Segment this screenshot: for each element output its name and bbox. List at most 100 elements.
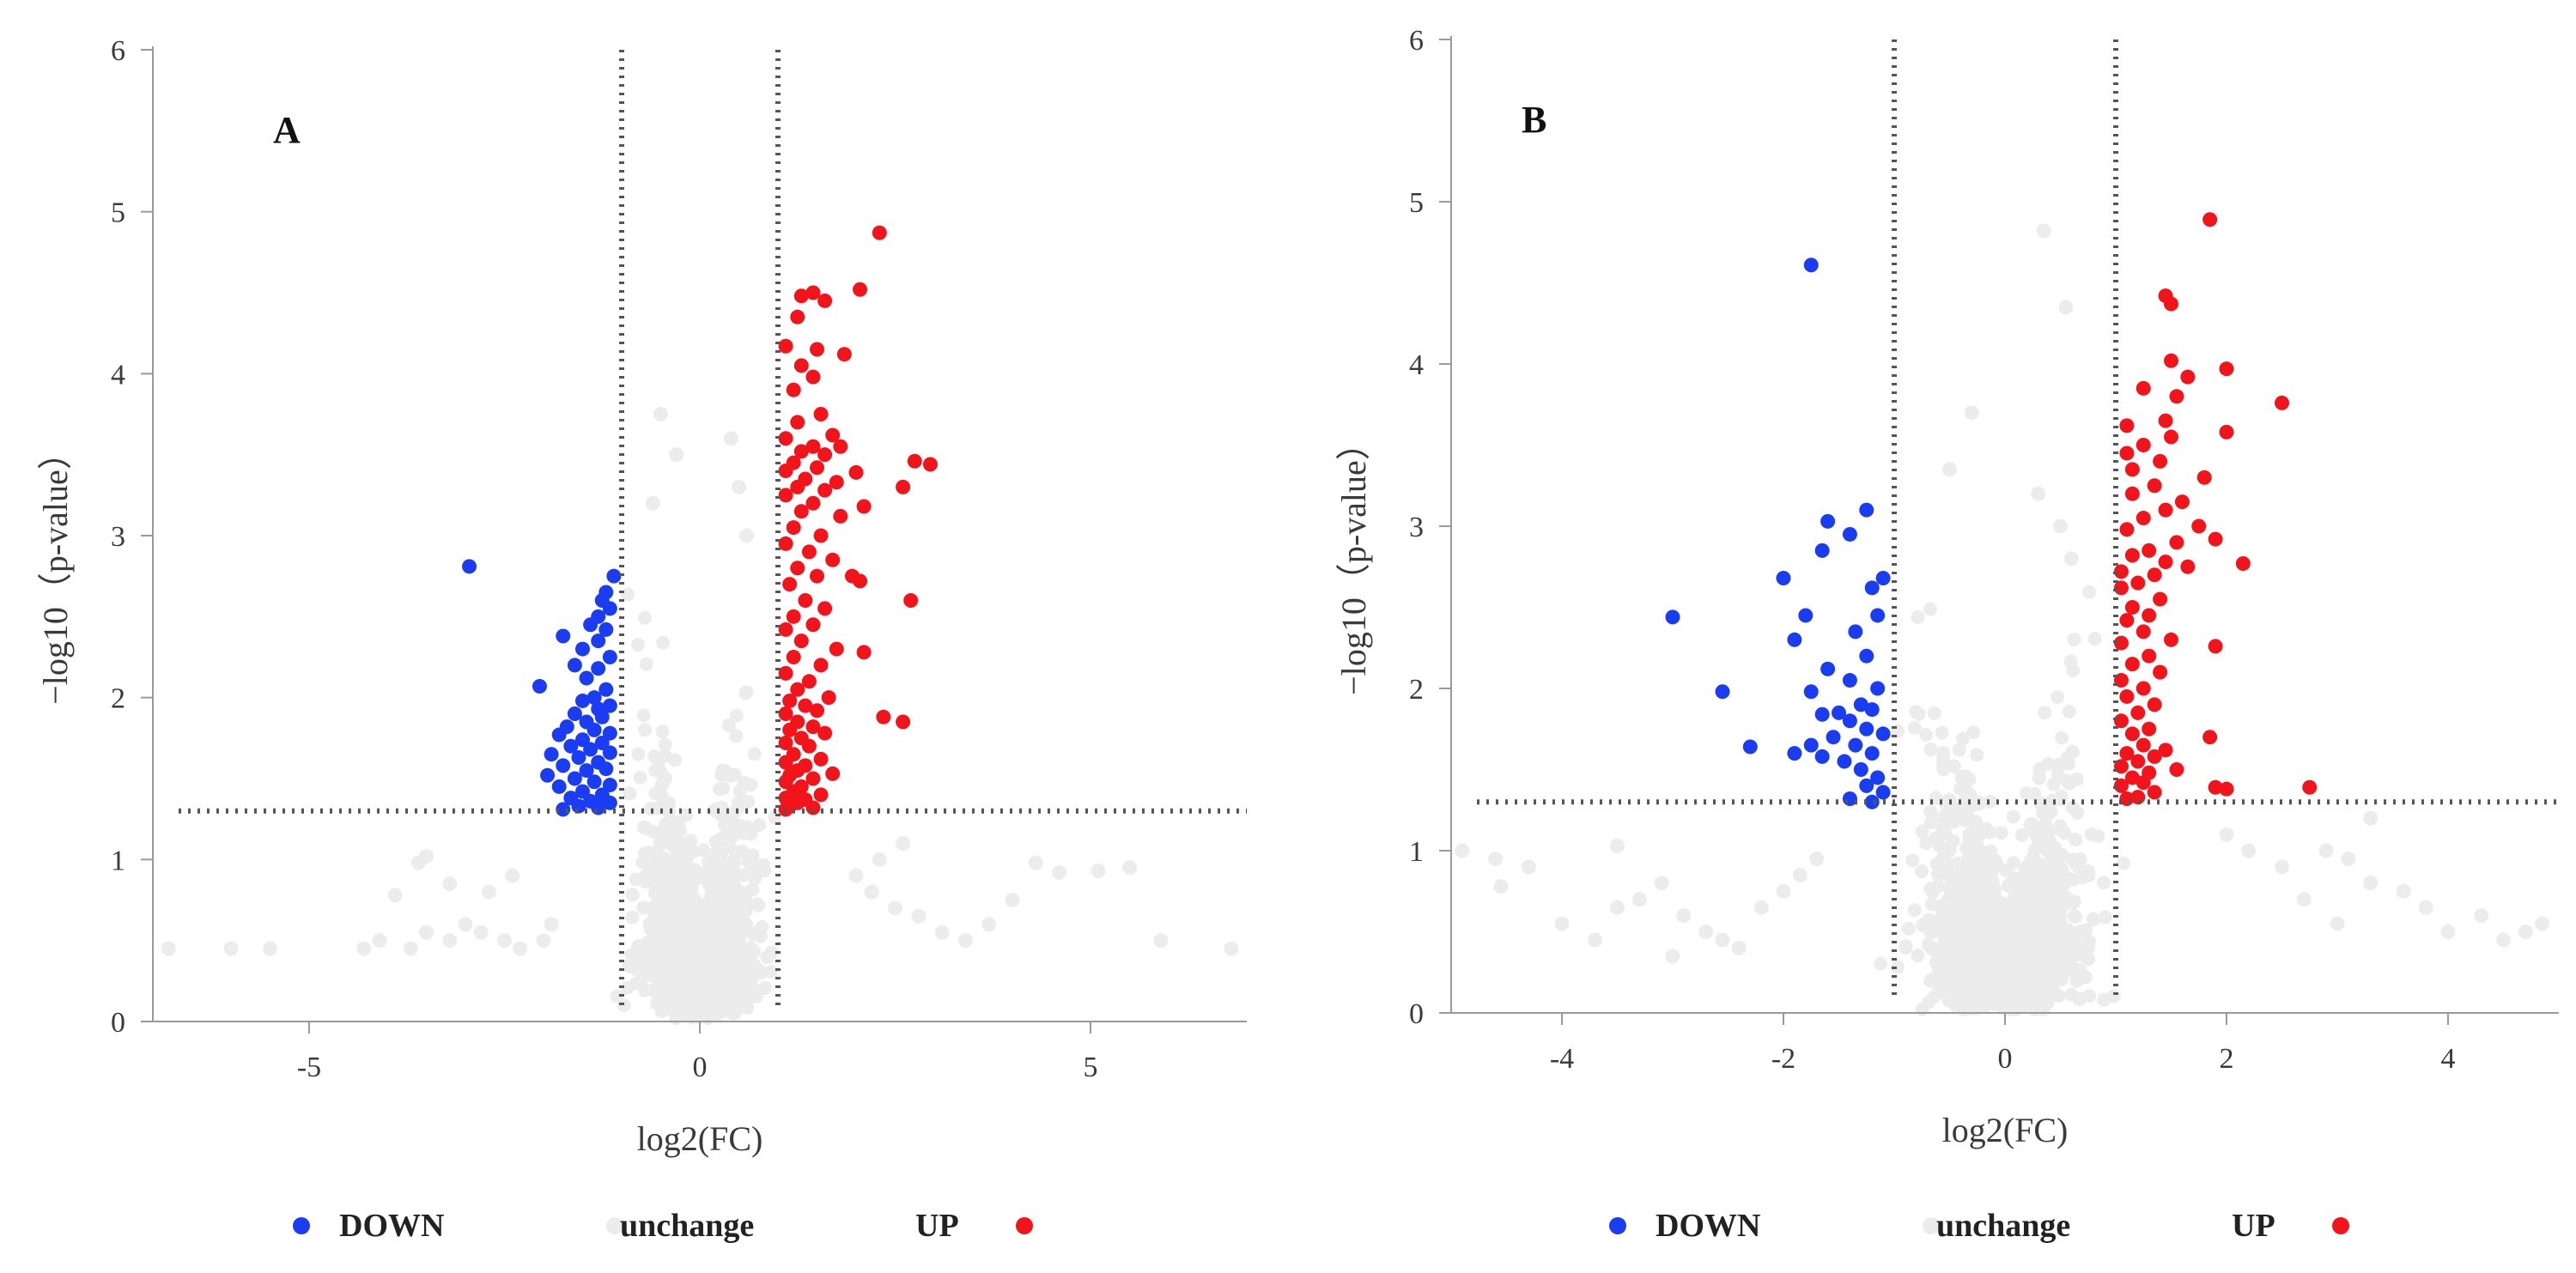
down-point xyxy=(556,628,571,644)
up-point xyxy=(2136,681,2151,696)
unchange-point xyxy=(513,941,528,956)
unchange-point xyxy=(1052,864,1067,880)
unchange-point xyxy=(653,407,668,421)
unchange-point xyxy=(1698,924,1714,939)
unchange-point xyxy=(2033,980,2048,995)
up-point xyxy=(805,719,821,735)
up-point xyxy=(2113,635,2129,651)
up-point xyxy=(2113,778,2129,793)
unchange-point xyxy=(505,868,520,883)
unchange-point xyxy=(740,820,755,834)
unchange-point xyxy=(481,884,496,900)
y-tick-label: 5 xyxy=(1409,187,1424,219)
unchange-point xyxy=(739,528,755,543)
legend-swatch xyxy=(606,1217,623,1234)
unchange-point xyxy=(718,764,732,779)
unchange-point xyxy=(669,447,684,463)
unchange-point xyxy=(1901,921,1916,936)
unchange-point xyxy=(1983,825,1997,840)
unchange-point xyxy=(1923,742,1938,756)
unchange-point xyxy=(656,635,671,650)
down-point xyxy=(586,722,602,737)
unchange-point xyxy=(1931,985,1946,999)
up-point xyxy=(778,536,793,551)
down-point xyxy=(551,779,567,794)
down-point xyxy=(1848,737,1863,753)
unchange-point xyxy=(663,919,677,934)
unchange-point xyxy=(1965,897,1980,912)
unchange-point xyxy=(2075,870,2090,885)
down-point xyxy=(1875,785,1891,800)
unchange-point xyxy=(1911,609,1925,624)
unchange-point xyxy=(674,1007,689,1021)
unchange-point xyxy=(2016,875,2031,889)
unchange-point xyxy=(636,900,651,915)
unchange-point xyxy=(2050,690,2065,705)
unchange-point xyxy=(747,747,762,761)
unchange-point xyxy=(699,1005,714,1020)
down-point xyxy=(1826,730,1841,745)
unchange-point xyxy=(1946,965,1960,979)
unchange-point xyxy=(725,952,739,967)
unchange-point xyxy=(708,834,723,849)
up-point xyxy=(790,561,805,576)
unchange-point xyxy=(2396,883,2411,899)
unchange-point xyxy=(752,818,767,833)
unchange-point xyxy=(2036,223,2051,239)
unchange-point xyxy=(419,924,434,940)
unchange-point xyxy=(896,835,911,851)
up-point xyxy=(853,573,868,589)
unchange-point xyxy=(1588,932,1603,948)
down-point xyxy=(602,778,617,793)
down-point xyxy=(606,568,622,584)
up-point xyxy=(903,592,919,608)
unchange-point xyxy=(631,939,646,954)
unchange-point xyxy=(631,747,646,761)
up-point xyxy=(813,787,829,803)
unchange-point xyxy=(2116,856,2130,870)
up-point xyxy=(805,771,821,786)
up-point xyxy=(833,508,848,524)
unchange-point xyxy=(1924,897,1939,912)
legend-label-up: UP xyxy=(2232,1208,2275,1244)
up-point xyxy=(821,690,836,706)
down-point xyxy=(1859,502,1874,518)
legend-swatch xyxy=(293,1217,310,1234)
unchange-point xyxy=(2330,916,2345,931)
unchange-point xyxy=(1935,908,1949,923)
unchange-point xyxy=(645,949,659,964)
y-tick-label: 3 xyxy=(1409,512,1424,543)
up-point xyxy=(2235,555,2251,571)
down-point xyxy=(594,709,610,724)
unchange-point xyxy=(659,903,674,918)
unchange-point xyxy=(625,888,640,902)
unchange-point xyxy=(1005,893,1020,907)
unchange-point xyxy=(536,933,551,949)
y-axis-title: −log10（p-value） xyxy=(36,435,75,705)
unchange-point xyxy=(636,708,651,723)
unchange-point xyxy=(715,979,730,993)
down-point xyxy=(1715,684,1730,700)
unchange-point xyxy=(756,858,771,872)
unchange-point xyxy=(1731,940,1747,955)
unchange-point xyxy=(1969,948,1984,962)
legend-label-unchange: unchange xyxy=(620,1208,754,1244)
unchange-point xyxy=(2036,836,2050,851)
unchange-point xyxy=(696,970,711,985)
up-point xyxy=(2202,730,2218,745)
up-point xyxy=(2113,564,2129,579)
series-up xyxy=(778,225,938,817)
up-point xyxy=(2174,494,2190,510)
up-point xyxy=(833,439,848,454)
unchange-point xyxy=(1966,725,1981,740)
up-point xyxy=(872,225,887,240)
unchange-point xyxy=(2053,909,2068,924)
up-point xyxy=(778,665,793,681)
down-point xyxy=(602,601,617,616)
unchange-point xyxy=(2096,876,2111,890)
up-point xyxy=(896,714,911,730)
unchange-point xyxy=(657,961,671,976)
up-point xyxy=(801,674,817,689)
unchange-point xyxy=(702,854,716,869)
up-point xyxy=(922,457,938,472)
